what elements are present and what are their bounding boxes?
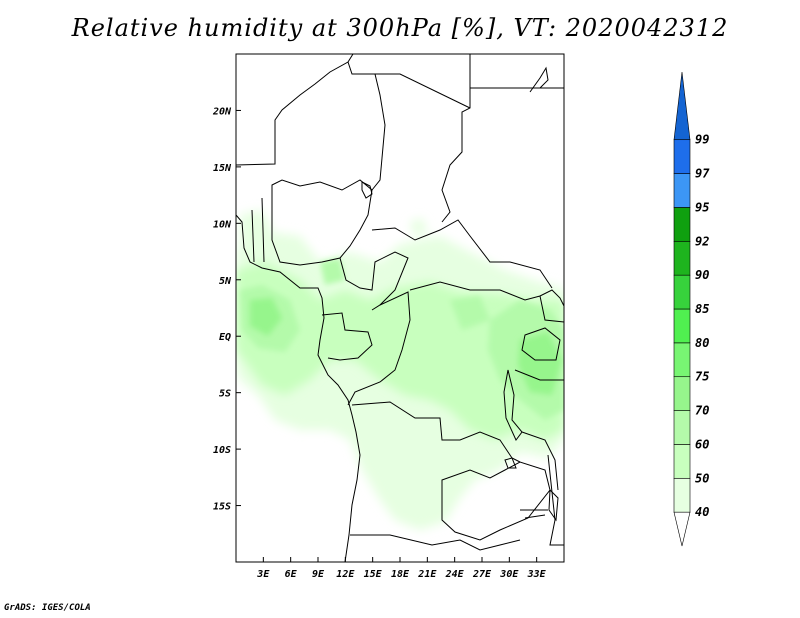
lat-tick-label: 15S [213,502,231,513]
border-congo-drc [347,291,411,406]
border-angola-south [350,534,521,551]
colorbar-segment [673,207,691,242]
lat-tick-label: 15N [213,163,232,174]
colorbar-segment [673,444,691,479]
lat-tick-label: 5N [219,276,232,287]
border-zambia [441,461,551,541]
colorbar-segment [673,274,691,310]
colorbar-segment [673,342,691,378]
lon-tick-label: 12E [336,569,355,580]
border-niger-chad [347,61,386,191]
lon-tick-label: 33E [527,569,547,580]
colorbar-segment [673,139,691,174]
latitude-ticks: 20N 15N 10N 5N EQ 5S 10S 15S [212,106,241,513]
lat-tick-label: EQ [219,332,231,343]
map-title: Relative humidity at 300hPa [%], VT: 202… [71,14,729,42]
lon-tick-label: 3E [256,569,270,580]
lat-tick-label: 10N [213,219,232,230]
coastline-west-africa [236,214,361,562]
colorbar-level-label: 80 [695,336,709,350]
humidity-band-75 [250,298,562,395]
border-lake-malawi [548,488,559,522]
lon-tick-label: 24E [445,569,465,580]
border-lake-victoria [521,327,561,361]
colorbar-segment [673,71,691,141]
colorbar-level-label: 40 [695,505,709,519]
lat-tick-label: 20N [212,106,232,117]
colorbar-segment [673,376,691,411]
border-drc-angola [351,401,521,463]
lat-tick-label: 5S [219,389,231,400]
colorbar-level-label: 92 [695,234,709,248]
colorbar-level-label: 95 [695,200,709,214]
humidity-field [236,210,564,530]
lon-tick-label: 18E [391,569,410,580]
colorbar-level-label: 90 [695,268,709,282]
lat-tick-label: 10S [213,445,231,456]
border-libya-sudan [375,73,471,109]
colorbar-level-label: 99 [695,133,709,147]
border-east-africa [514,295,564,546]
border-egypt-sudan [441,54,471,223]
border-sahara-north [236,54,354,166]
colorbar: 40 50 60 70 75 80 85 90 92 95 97 99 [673,71,710,547]
lon-tick-label: 15E [364,569,383,580]
longitude-ticks: 3E 6E 9E 12E 15E 18E 21E 24E 27E 30E 33E [256,557,547,580]
border-lake-chad [361,181,373,199]
border-chad-car [371,219,553,289]
colorbar-segment [673,477,691,513]
colorbar-level-label: 50 [695,471,709,485]
border-mozambique [520,509,548,519]
colorbar-level-label: 60 [695,437,709,451]
colorbar-segment [673,173,691,208]
border-drc-east [409,281,564,307]
border-benin-togo [251,197,265,263]
border-red-sea [529,66,549,93]
colorbar-level-label: 70 [695,404,709,418]
lon-tick-label: 6E [285,569,298,580]
lon-tick-label: 9E [312,569,325,580]
border-lake-tanganyika [503,369,523,441]
colorbar-segment [673,410,691,445]
border-cameroon-car [339,251,409,306]
colorbar-level-label: 75 [695,370,709,384]
colorbar-segment [673,511,691,547]
lon-tick-label: 27E [472,569,492,580]
colorbar-segment [673,240,691,276]
grads-credit: GrADS: IGES/COLA [4,603,91,613]
lon-tick-label: 30E [499,569,519,580]
border-zambia-lakes [504,457,517,469]
border-nigeria [271,179,373,266]
colorbar-segment [673,308,691,344]
border-gabon [321,312,373,361]
country-borders [236,54,564,562]
colorbar-level-label: 97 [695,167,710,181]
lon-tick-label: 21E [417,569,437,580]
colorbar-level-label: 85 [695,302,709,316]
